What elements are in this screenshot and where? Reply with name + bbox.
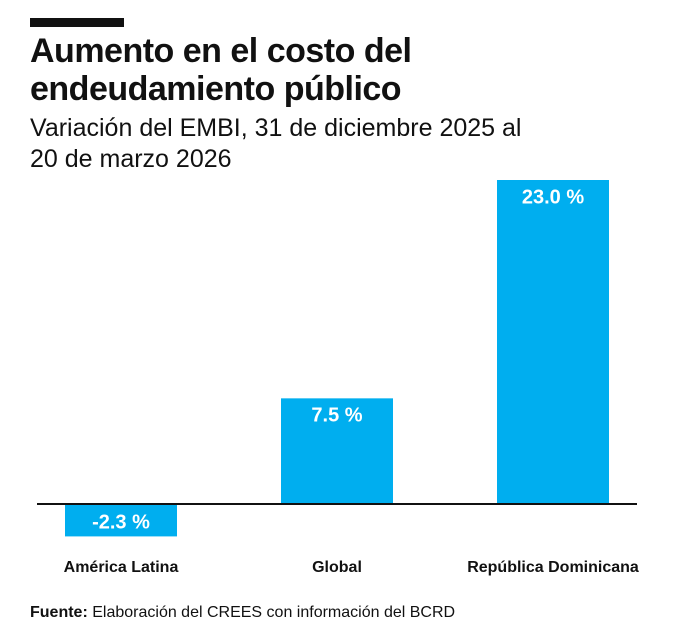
value-label: -2.3 % [92, 511, 150, 533]
source: Fuente: Elaboración del CREES con inform… [30, 604, 455, 622]
bar [497, 180, 609, 504]
value-label: 7.5 % [311, 405, 362, 427]
bar [281, 398, 393, 504]
x-tick-label: América Latina [64, 559, 179, 576]
chart-title: Aumento en el costo del endeudamiento pú… [30, 32, 412, 108]
x-tick-label: República Dominicana [467, 559, 639, 576]
source-label: Fuente: [30, 604, 88, 621]
title-bar [30, 18, 124, 27]
bar [65, 504, 177, 537]
x-tick-label: Global [312, 559, 362, 576]
source-text: Elaboración del CREES con información de… [92, 604, 456, 621]
chart: -2.3 % América Latina 7.5 % Global 23.0 % Rep… [37, 180, 639, 576]
chart-subtitle: Variación del EMBI, 31 de diciembre 2025… [30, 114, 522, 173]
value-label: 23.0 % [522, 186, 584, 208]
